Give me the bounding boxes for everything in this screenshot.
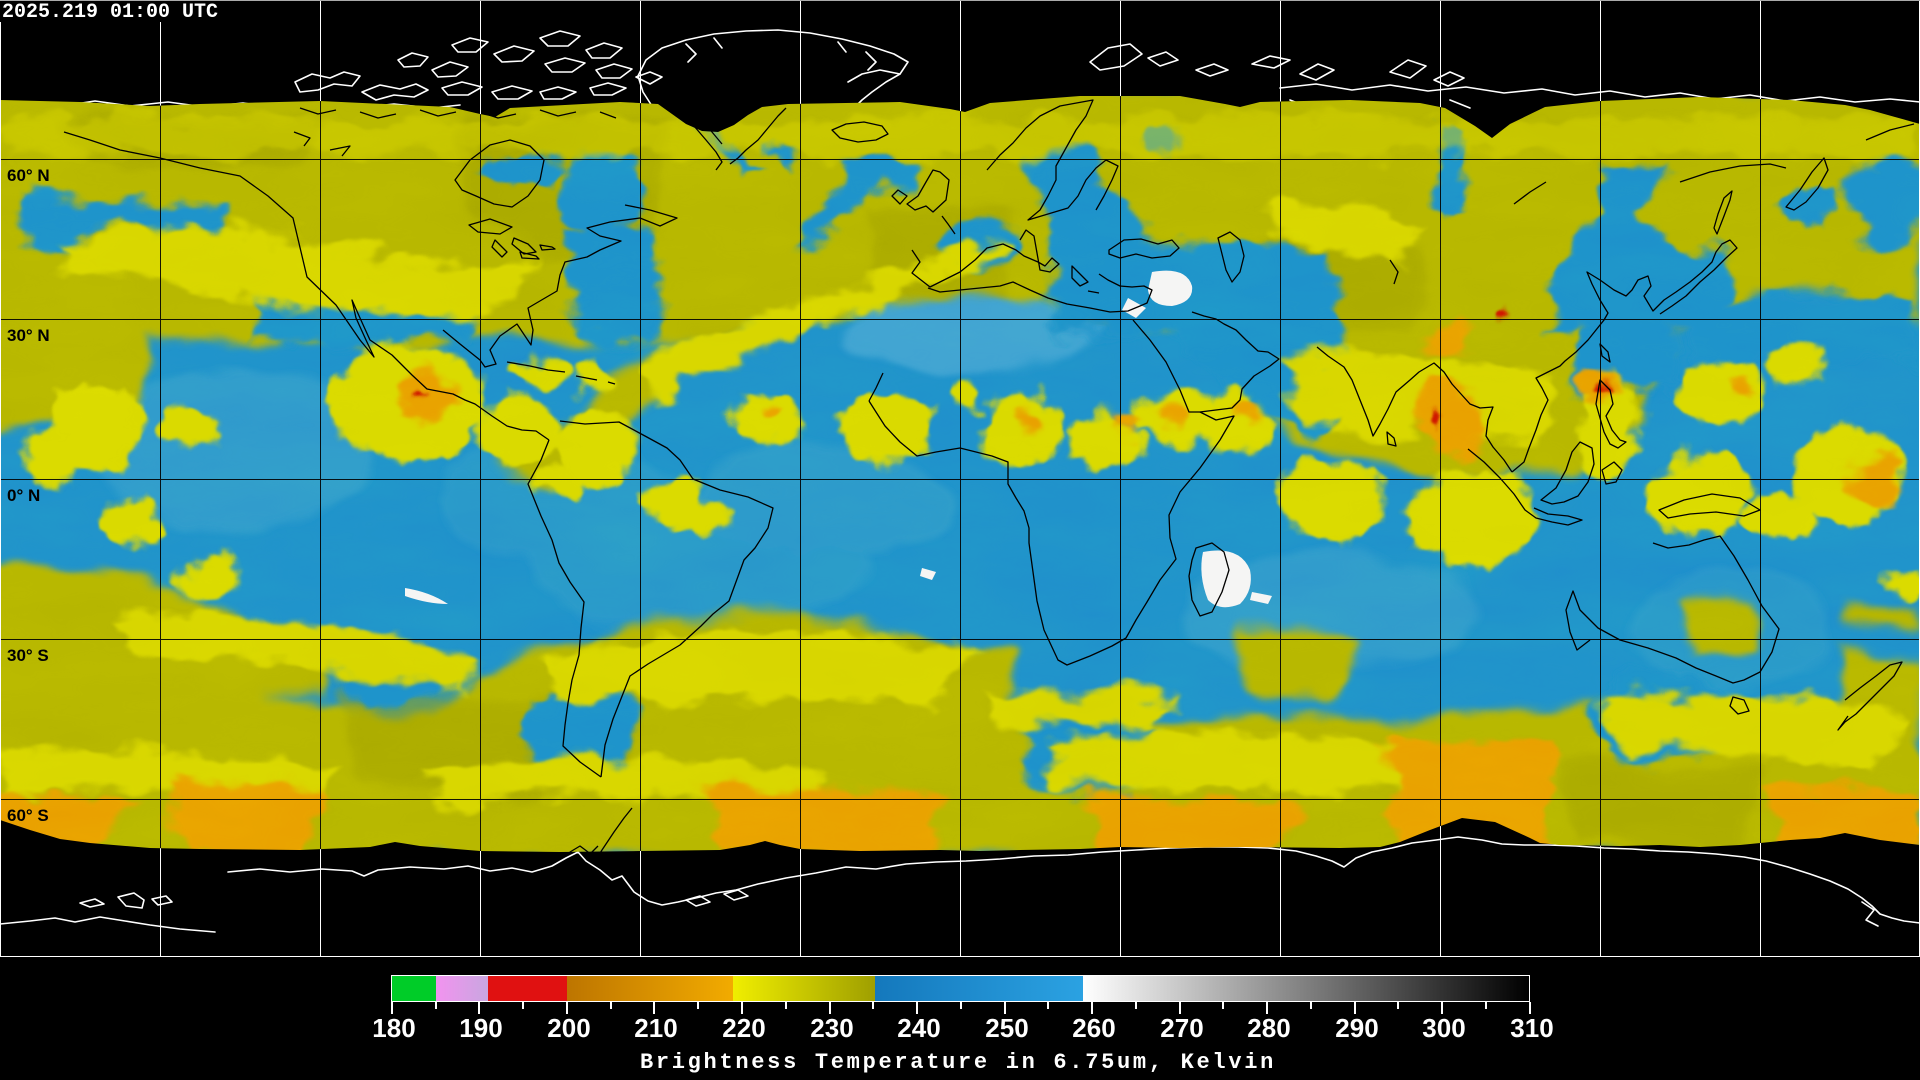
- svg-text:190: 190: [459, 1013, 502, 1043]
- svg-text:30° N: 30° N: [7, 326, 50, 345]
- svg-text:0° N: 0° N: [7, 486, 40, 505]
- svg-text:60° S: 60° S: [7, 806, 49, 825]
- svg-text:290: 290: [1335, 1013, 1378, 1043]
- svg-text:180: 180: [372, 1013, 415, 1043]
- svg-text:2025.219 01:00 UTC: 2025.219 01:00 UTC: [2, 1, 218, 24]
- svg-text:240: 240: [897, 1013, 940, 1043]
- svg-text:280: 280: [1247, 1013, 1290, 1043]
- svg-text:300: 300: [1422, 1013, 1465, 1043]
- svg-text:260: 260: [1072, 1013, 1115, 1043]
- svg-text:270: 270: [1160, 1013, 1203, 1043]
- svg-text:210: 210: [634, 1013, 677, 1043]
- svg-text:230: 230: [810, 1013, 853, 1043]
- svg-text:250: 250: [985, 1013, 1028, 1043]
- svg-text:60° N: 60° N: [7, 166, 50, 185]
- svg-text:30° S: 30° S: [7, 646, 49, 665]
- svg-text:310: 310: [1510, 1013, 1553, 1043]
- svg-text:220: 220: [722, 1013, 765, 1043]
- svg-text:Brightness Temperature in 6.75: Brightness Temperature in 6.75um, Kelvin: [640, 1050, 1276, 1075]
- svg-text:200: 200: [547, 1013, 590, 1043]
